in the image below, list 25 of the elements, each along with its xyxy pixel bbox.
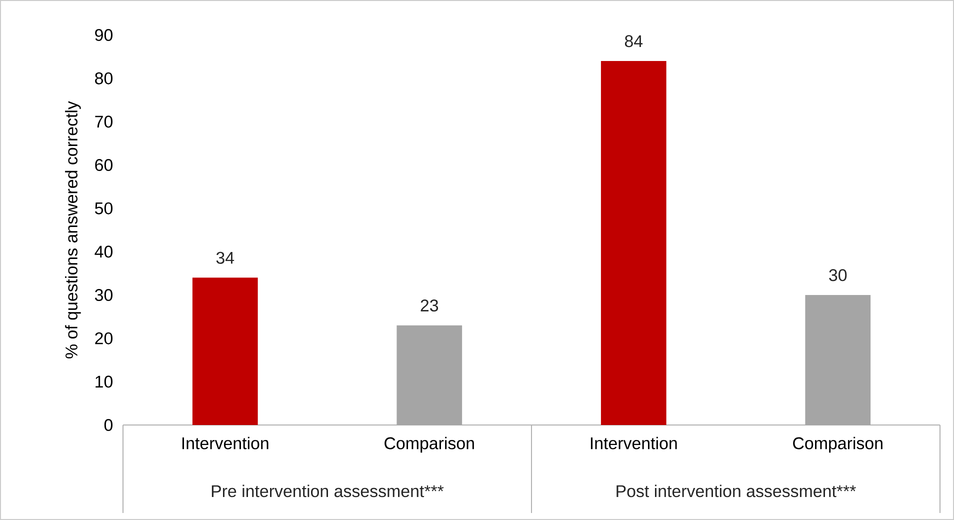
bar	[600, 61, 666, 425]
y-axis-title: % of questions answered correctly	[65, 101, 81, 358]
bar	[396, 325, 462, 425]
bar	[805, 295, 871, 425]
y-tick-label: 20	[95, 332, 112, 344]
x-tick-label: Intervention	[590, 436, 677, 450]
data-label: 84	[624, 35, 643, 48]
x-tick-label: Comparison	[793, 436, 882, 453]
y-tick-label: 10	[96, 376, 112, 388]
data-label: 30	[829, 269, 847, 282]
y-tick-label: 80	[95, 72, 112, 84]
x-tick-label: Comparison	[384, 436, 474, 453]
bar	[192, 278, 258, 425]
text: Pre intervention assessment***	[212, 484, 444, 498]
y-tick-label: 40	[94, 246, 112, 258]
data-label: 23	[420, 299, 438, 312]
x-tick-label: Intervention	[182, 436, 268, 450]
data-label: 34	[216, 252, 234, 264]
y-tick-label: 70	[95, 116, 112, 128]
y-tick-label: 30	[94, 289, 112, 302]
y-tick-label: 50	[94, 202, 112, 214]
y-tick-label: 0	[104, 419, 113, 431]
y-tick-label: 60	[95, 159, 112, 172]
text: Post intervention assessment***	[616, 484, 856, 498]
y-tick-label: 90	[95, 29, 112, 42]
